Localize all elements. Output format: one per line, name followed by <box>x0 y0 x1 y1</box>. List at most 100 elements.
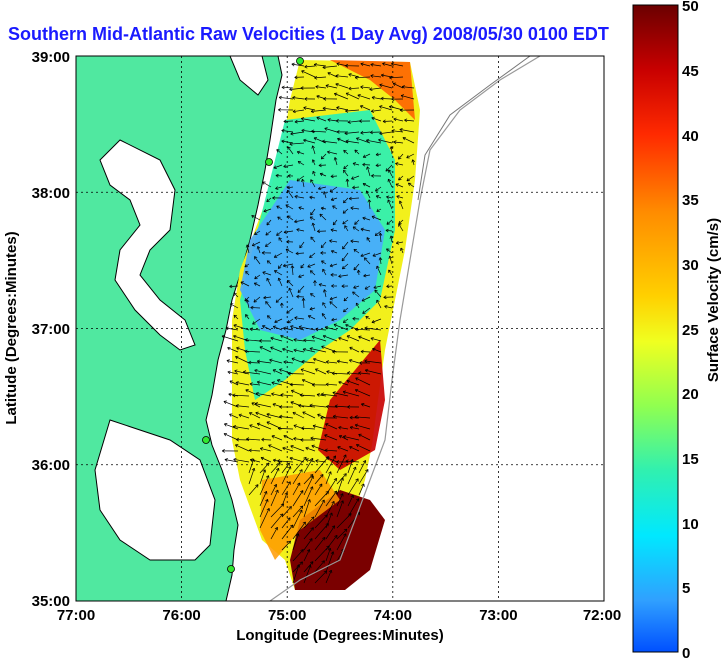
current-vector-head <box>330 551 335 555</box>
current-vector <box>329 263 338 267</box>
current-vector-head <box>298 274 302 278</box>
current-vector <box>338 337 349 342</box>
current-vector <box>276 149 283 155</box>
current-vector <box>360 351 371 353</box>
current-vector-head <box>307 264 311 268</box>
current-vector-head <box>341 265 346 270</box>
current-vector-head <box>345 323 349 328</box>
current-vector-head <box>370 62 374 67</box>
current-vector-head <box>268 444 272 448</box>
current-vector-head <box>345 109 349 113</box>
current-vector-head <box>384 304 388 309</box>
current-vector-head <box>382 119 386 124</box>
current-vector-head <box>299 509 303 513</box>
current-vector-head <box>272 369 277 373</box>
current-vector-head <box>263 491 268 495</box>
current-vector-head <box>298 403 302 408</box>
current-vector <box>350 240 360 243</box>
current-vector <box>320 241 327 248</box>
current-vector <box>296 229 305 232</box>
current-vector <box>325 570 332 584</box>
current-vector-head <box>228 392 232 397</box>
current-vector-head <box>310 179 314 183</box>
current-vector <box>344 225 349 232</box>
current-vector <box>355 389 371 397</box>
current-vector-head <box>312 170 316 175</box>
current-vector-head <box>335 82 339 87</box>
current-vector-head <box>265 243 269 247</box>
current-vector-head <box>240 281 244 285</box>
current-vector-head <box>364 359 368 363</box>
current-vector-head <box>245 270 249 275</box>
current-vector <box>322 268 327 276</box>
current-vector <box>251 402 261 408</box>
current-vector <box>269 359 283 364</box>
current-vector-head <box>229 380 233 384</box>
current-vector-head <box>313 357 317 362</box>
current-vector-head <box>361 403 365 407</box>
current-vector <box>283 164 294 168</box>
current-vector <box>310 437 327 441</box>
current-vector <box>240 281 250 287</box>
current-vector-head <box>321 499 325 503</box>
current-vector-head <box>289 524 294 529</box>
current-vector <box>310 293 316 298</box>
current-vector <box>275 186 283 190</box>
current-vector-head <box>287 174 291 178</box>
current-vector <box>287 189 294 199</box>
current-vector <box>270 513 284 529</box>
current-vector <box>321 260 327 265</box>
current-vector-head <box>302 521 306 525</box>
current-vector-head <box>274 319 278 324</box>
current-vector <box>279 368 294 375</box>
current-vector-head <box>350 206 354 210</box>
current-vector-head <box>354 149 358 153</box>
current-vector-head <box>351 176 355 180</box>
current-vector-head <box>271 381 275 385</box>
current-vector <box>355 377 371 386</box>
current-vector-head <box>249 424 253 428</box>
colorbar-tick-label: 10 <box>682 516 699 533</box>
current-vector <box>325 423 338 430</box>
current-vector <box>253 296 261 303</box>
current-vector <box>262 181 272 188</box>
current-vector-head <box>388 269 392 274</box>
current-vector <box>325 548 331 562</box>
current-vector <box>330 175 338 177</box>
current-vector <box>347 466 357 485</box>
current-vector <box>355 302 360 309</box>
current-vector <box>370 337 382 342</box>
sound-water <box>94 419 216 561</box>
current-vector <box>327 151 338 155</box>
current-vector-head <box>343 435 347 439</box>
current-vector <box>299 394 316 397</box>
current-vector <box>345 140 360 144</box>
current-vector-head <box>292 109 296 114</box>
current-vector-head <box>374 289 378 293</box>
current-vector <box>296 175 305 182</box>
current-vector <box>346 335 360 342</box>
current-vector <box>387 199 393 210</box>
current-vector-head <box>262 271 266 275</box>
current-vector <box>303 499 311 518</box>
current-vector-head <box>400 247 404 251</box>
current-vector-head <box>248 448 252 453</box>
current-vector <box>343 169 349 177</box>
current-vector <box>261 439 272 441</box>
current-vector-head <box>309 195 313 200</box>
current-vector <box>305 459 316 463</box>
current-vector <box>317 414 327 419</box>
current-vector-head <box>323 191 327 195</box>
current-vector-head <box>343 473 347 477</box>
current-vector-head <box>309 403 313 408</box>
current-vector-head <box>360 253 364 258</box>
current-vector-head <box>354 388 359 393</box>
current-vector-head <box>347 371 351 375</box>
current-vector <box>336 107 349 111</box>
current-vector <box>350 426 360 430</box>
current-vector-head <box>233 314 238 319</box>
current-vector <box>387 178 393 188</box>
current-vector <box>303 139 316 144</box>
current-vector-head <box>251 458 255 462</box>
current-vector-head <box>325 423 329 427</box>
